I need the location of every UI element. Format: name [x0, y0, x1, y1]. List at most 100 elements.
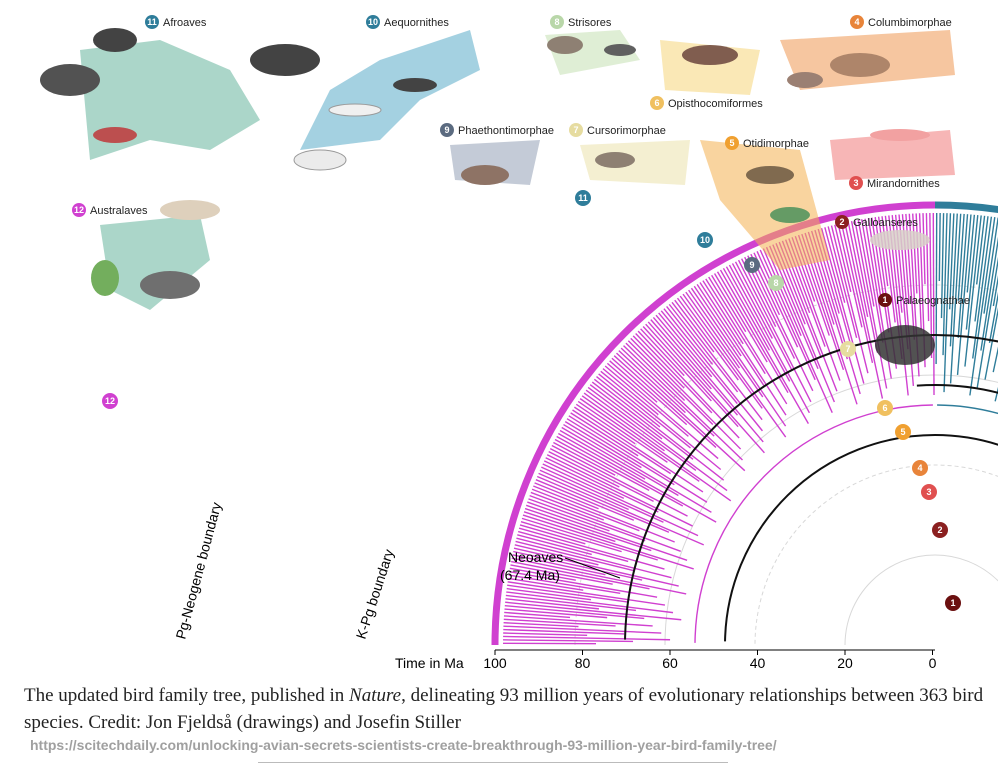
- tip-branch: [827, 226, 858, 339]
- clade-legend-1: 1 Palaeognathae: [878, 293, 970, 307]
- legend-badge: [849, 176, 863, 190]
- axis-tick-label: 40: [750, 655, 766, 671]
- tip-branch: [713, 273, 768, 363]
- tip-branch: [505, 598, 600, 610]
- tip-branch: [519, 524, 586, 545]
- heron-drawing: [328, 103, 382, 117]
- tip-branch: [546, 454, 693, 527]
- tip-branch: [506, 587, 592, 601]
- tip-branch: [556, 435, 684, 507]
- tip-branch: [708, 276, 788, 405]
- tip-branch: [969, 217, 996, 396]
- tip-branch: [847, 221, 869, 317]
- arc-badge-11: 11: [575, 190, 591, 206]
- tip-branch: [992, 275, 998, 307]
- tip-branch: [747, 255, 814, 392]
- aequornithes-illustration: [300, 30, 480, 150]
- tip-branch: [577, 400, 668, 463]
- tip-branch: [725, 266, 791, 382]
- tip-branch: [676, 297, 739, 381]
- badge-number: 7: [845, 344, 850, 354]
- dove-drawing: [787, 72, 823, 88]
- source-url[interactable]: https://scitechdaily.com/unlocking-avian…: [30, 737, 777, 753]
- clade-arcs: [491, 201, 998, 646]
- swift-drawing: [604, 44, 636, 56]
- tip-branch: [551, 444, 688, 517]
- legend-clade-name: Australaves: [90, 205, 148, 217]
- tip-branch: [830, 225, 869, 374]
- backbone-branch: [724, 434, 998, 642]
- tip-branch: [682, 293, 787, 438]
- tip-branch: [510, 560, 650, 590]
- figure-caption: The updated bird family tree, published …: [24, 682, 984, 736]
- clade-node-arc: [937, 404, 998, 415]
- tip-branch: [509, 567, 576, 581]
- parrot-drawing: [91, 260, 119, 296]
- legend-badge: [440, 123, 454, 137]
- tip-branch: [857, 219, 875, 307]
- tip-branch: [854, 220, 888, 389]
- tip-branch: [504, 608, 608, 619]
- turaco-drawing: [770, 207, 810, 223]
- arc-badge-12: 12: [102, 393, 118, 409]
- tip-branch: [660, 310, 738, 405]
- legend-badge-number: 12: [74, 205, 84, 215]
- time-ring: [664, 374, 998, 646]
- url-underline: [258, 762, 728, 763]
- clade-legend-3: 3 Mirandornithes: [849, 176, 940, 190]
- tip-branch: [668, 303, 739, 393]
- clade-legend-8: 8 Strisores: [550, 15, 612, 29]
- tip-branch: [538, 472, 705, 546]
- tip-branch: [616, 352, 746, 472]
- tip-branch: [581, 395, 732, 502]
- legend-clade-name: Galloanseres: [853, 217, 918, 229]
- clade-legend-4: 4 Columbimorphae: [850, 15, 952, 29]
- legend-clade-name: Mirandornithes: [867, 178, 940, 190]
- tip-branch: [642, 326, 712, 402]
- axis-tick-label: 80: [575, 655, 591, 671]
- tip-branch: [935, 213, 938, 365]
- tip-branch: [716, 271, 789, 394]
- tip-branch: [943, 213, 952, 393]
- tip-branch: [737, 259, 812, 403]
- legend-badge-number: 6: [654, 98, 659, 108]
- legend-badge-number: 7: [573, 125, 578, 135]
- tip-branch: [901, 214, 910, 304]
- ostrich-drawing: [875, 325, 935, 365]
- tip-branch: [609, 360, 658, 403]
- tip-branch: [533, 485, 675, 543]
- legend-clade-name: Strisores: [568, 17, 612, 29]
- australaves-illustration: [100, 215, 210, 310]
- legend-badge: [72, 203, 86, 217]
- clade-node-arc: [694, 404, 933, 643]
- tip-branch: [652, 316, 739, 416]
- tip-branch: [650, 319, 712, 390]
- tip-branch: [514, 544, 599, 566]
- tip-branch: [507, 581, 666, 606]
- badge-number: 6: [882, 403, 887, 413]
- tip-branch: [508, 574, 621, 595]
- legend-badge-number: 2: [839, 217, 844, 227]
- tip-branch: [559, 429, 646, 480]
- tip-branch: [568, 415, 708, 503]
- tip-branch: [756, 251, 816, 381]
- legend-clade-name: Opisthocomiformes: [668, 98, 763, 110]
- tip-branch: [510, 564, 613, 585]
- tip-branch: [531, 488, 640, 532]
- tip-branch: [705, 278, 766, 375]
- badge-number: 3: [926, 487, 931, 497]
- tip-branch: [604, 365, 689, 437]
- legend-badge-number: 5: [729, 138, 734, 148]
- badge-number: 10: [700, 235, 710, 245]
- tip-branch: [539, 469, 629, 511]
- badge-number: 2: [937, 525, 942, 535]
- tip-branch: [949, 213, 958, 347]
- tip-branch: [573, 406, 704, 493]
- tip-branch: [518, 527, 665, 570]
- badge-number: 5: [900, 427, 905, 437]
- tip-branch: [983, 217, 998, 314]
- tip-branch: [824, 227, 846, 303]
- tip-branch: [515, 540, 636, 572]
- tip-branch: [543, 460, 625, 500]
